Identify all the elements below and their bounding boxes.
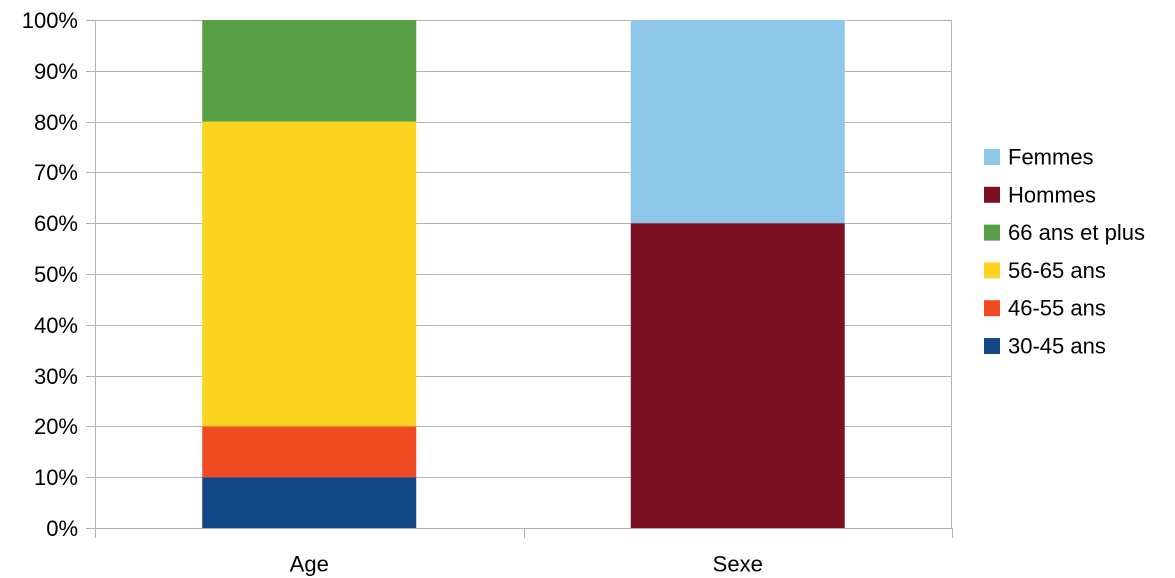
bar-segment-sexe-hommes xyxy=(630,223,845,528)
legend-swatch xyxy=(984,224,1000,241)
y-tick-label: 80% xyxy=(34,110,78,135)
x-tick-label: Age xyxy=(290,552,329,577)
axes xyxy=(86,20,953,538)
y-tick-label: 50% xyxy=(34,262,78,287)
y-tick-label: 20% xyxy=(34,414,78,439)
bars xyxy=(202,20,845,528)
bar-segment-age-46-55-ans xyxy=(202,426,417,478)
legend-label: 46-55 ans xyxy=(1008,296,1106,321)
y-tick-label: 10% xyxy=(34,465,78,490)
legend-swatch xyxy=(984,300,1000,317)
legend-label: Femmes xyxy=(1008,145,1094,170)
legend-label: 30-45 ans xyxy=(1008,334,1106,359)
y-tick-label: 30% xyxy=(34,364,78,389)
bar-segment-age-30-45-ans xyxy=(202,477,417,528)
bar-segment-age-56-65-ans xyxy=(202,121,417,427)
legend-label: 66 ans et plus xyxy=(1008,220,1145,245)
bar-segment-sexe-femmes xyxy=(630,20,845,224)
x-tick-label: Sexe xyxy=(713,552,763,577)
bar-segment-age-66-ans-et-plus xyxy=(202,20,417,122)
y-tick-label: 100% xyxy=(22,8,78,33)
legend-swatch xyxy=(984,186,1000,203)
legend-swatch xyxy=(984,149,1000,165)
y-tick-label: 40% xyxy=(34,313,78,338)
legend-swatch xyxy=(984,262,1000,279)
y-tick-label: 60% xyxy=(34,211,78,236)
y-tick-label: 70% xyxy=(34,160,78,185)
y-tick-label: 90% xyxy=(34,59,78,84)
legend: Femmes Hommes 66 ans et plus 56-65 ans 46-55… xyxy=(984,145,1145,359)
legend-label: 56-65 ans xyxy=(1008,258,1106,283)
legend-label: Hommes xyxy=(1008,182,1096,207)
tick-labels: 0% 10% 20% 30% 40% 50% 60% 70% 80% 90% 100% Age Sexe xyxy=(22,8,763,577)
legend-swatch xyxy=(984,338,1000,354)
y-tick-label: 0% xyxy=(46,516,78,541)
